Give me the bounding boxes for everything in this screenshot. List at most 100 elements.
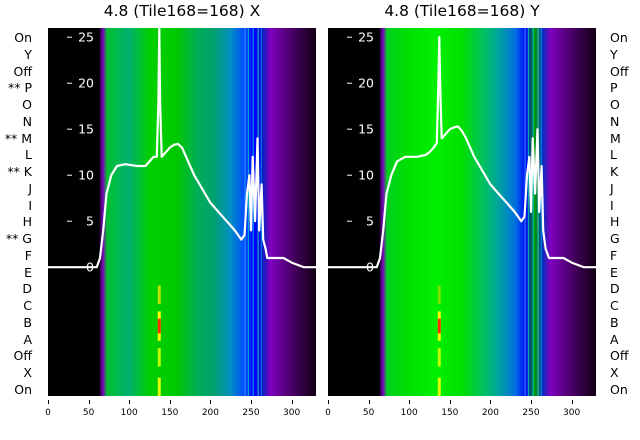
trace-point <box>473 156 475 158</box>
row-label: M <box>610 130 621 146</box>
trace-point <box>124 163 126 165</box>
x-axis-y: 0 50 100 150 200 250 300 <box>325 396 596 436</box>
trace-point <box>540 165 543 167</box>
trace-point <box>156 156 158 158</box>
row-label: Y <box>610 46 618 62</box>
trace-point <box>189 165 191 167</box>
trace-point <box>520 220 522 222</box>
y-tick-label: 25 <box>78 30 94 45</box>
heatmap-spike-segment <box>437 377 441 396</box>
row-label: On <box>14 381 32 397</box>
x-tick-label: 200 <box>201 408 220 418</box>
row-label: I <box>610 197 614 213</box>
trace-point <box>258 229 260 231</box>
x-tick-label: 150 <box>161 408 179 418</box>
y-tick-label: 5 <box>86 214 94 229</box>
heatmap-spike-segment <box>157 377 161 396</box>
row-label: B <box>610 314 619 330</box>
trace-point <box>453 126 455 128</box>
trace-point <box>185 156 187 158</box>
trace-line <box>328 36 596 269</box>
trace-point <box>514 211 516 213</box>
trace-point <box>481 170 483 172</box>
trace-point <box>441 137 443 139</box>
trace-point <box>270 257 272 259</box>
trace-point <box>550 257 552 259</box>
row-label: I <box>28 197 32 213</box>
trace-line <box>48 28 316 269</box>
row-label: L <box>610 147 617 163</box>
row-label: ** M <box>4 130 32 146</box>
trace-point <box>506 202 508 204</box>
trace-point <box>530 211 532 213</box>
trace-point <box>265 248 267 250</box>
trace-point <box>438 36 440 38</box>
row-label: C <box>610 298 619 313</box>
x-tick-label: 50 <box>82 408 95 418</box>
y-tick-label: 10 <box>78 168 94 183</box>
x-tick-label: 50 <box>362 408 375 418</box>
x-tick-label: 0 <box>325 408 331 418</box>
trace-point <box>158 28 160 29</box>
x-tick-label: 150 <box>441 408 459 418</box>
trace-point <box>432 147 435 149</box>
y-tick-label: 25 <box>358 30 374 45</box>
trace-point <box>382 229 384 231</box>
row-label: H <box>610 214 620 230</box>
trace-point <box>583 266 585 268</box>
trace-point <box>226 220 228 222</box>
row-label: ** P <box>7 80 32 96</box>
trace-point <box>595 266 596 268</box>
x-tick-mark <box>368 400 370 404</box>
trace-point <box>193 174 195 176</box>
row-label: A <box>610 331 619 347</box>
trace-point <box>268 257 270 259</box>
trace-point <box>291 262 293 264</box>
trace-point <box>105 193 108 195</box>
trace-point <box>209 202 212 204</box>
row-label: Y <box>24 46 32 62</box>
trace-point <box>144 165 147 167</box>
row-label: C <box>23 298 32 313</box>
row-label: On <box>14 30 32 45</box>
x-tick-mark <box>88 400 90 404</box>
trace-point <box>254 220 256 222</box>
trace-point <box>390 174 392 176</box>
trace-point <box>538 211 540 213</box>
trace-point <box>262 239 264 241</box>
trace-point <box>489 183 492 185</box>
row-label: D <box>22 281 32 297</box>
trace-point <box>152 156 155 158</box>
x-tick-label: 0 <box>45 408 51 418</box>
heatmap-streak <box>540 28 542 396</box>
trace-point <box>534 193 536 195</box>
row-label: On <box>610 381 628 397</box>
trace-point <box>461 130 463 132</box>
trace-point <box>99 257 101 259</box>
trace-point <box>157 101 160 103</box>
row-label: ** K <box>7 164 32 179</box>
trace-point <box>328 266 329 268</box>
trace-point <box>181 147 183 149</box>
row-label: G <box>610 231 620 246</box>
trace-point <box>248 174 251 176</box>
trace-point <box>424 154 427 156</box>
trace-point <box>250 229 252 231</box>
panel-title-x: 4.8 (Tile168=168) X <box>103 2 261 20</box>
trace-point <box>445 133 447 135</box>
trace-point <box>169 147 171 149</box>
trace-point <box>546 252 548 254</box>
row-label: F <box>24 247 32 263</box>
y-tick-label: 20 <box>358 76 374 91</box>
trace-point <box>465 137 467 139</box>
heatmap-spike-segment <box>157 318 161 334</box>
trace-point <box>177 143 179 145</box>
trace-point <box>315 266 316 268</box>
trace-point <box>159 101 161 103</box>
row-label: D <box>610 281 620 297</box>
trace-point <box>439 82 441 84</box>
trace-point <box>234 229 236 231</box>
row-label: L <box>25 147 32 163</box>
trace-point <box>376 266 378 268</box>
